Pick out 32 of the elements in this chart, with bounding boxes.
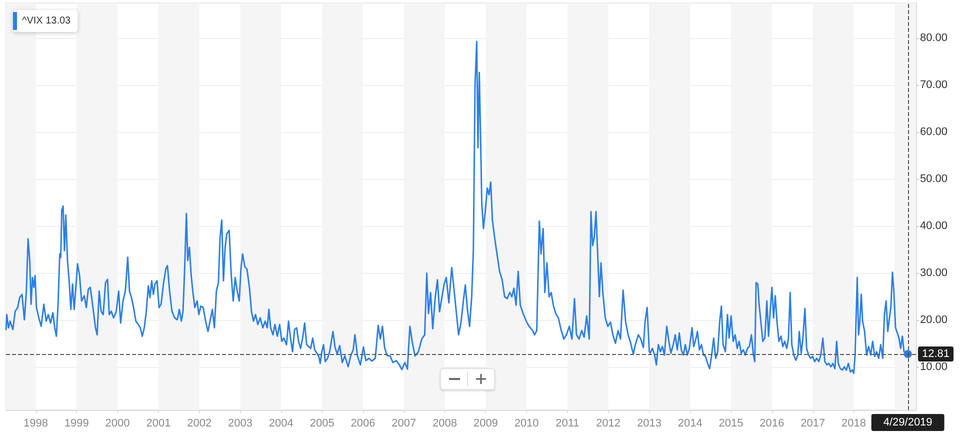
- x-tick-label: 1998: [24, 418, 48, 430]
- x-tick-label: 2008: [432, 418, 457, 430]
- x-tick-label: 2018: [842, 418, 866, 430]
- x-tick-label: 2001: [146, 418, 171, 430]
- y-tick-label: 50.00: [920, 173, 948, 186]
- y-tick-label: 20.00: [920, 314, 948, 326]
- x-tick-label: 2013: [637, 418, 662, 430]
- x-tick-label: 2014: [678, 418, 702, 430]
- y-tick-label: 10.00: [920, 361, 948, 374]
- x-tick-label: 1999: [64, 418, 89, 430]
- x-tick-label: 2005: [310, 418, 334, 430]
- x-tick-label: 2003: [228, 418, 252, 430]
- legend-label: ^VIX 13.03: [22, 16, 72, 26]
- x-tick-label: 2007: [392, 418, 416, 430]
- x-tick-label: 2017: [800, 418, 826, 430]
- x-tick-label: 2010: [514, 418, 539, 430]
- x-tick-label: 2016: [760, 418, 784, 430]
- y-tick-label: 70.00: [920, 79, 948, 92]
- x-tick-label: 2002: [187, 418, 212, 430]
- ref-line-label: 4/29/2019: [883, 416, 932, 428]
- x-tick-label: 2004: [268, 418, 294, 430]
- x-tick-label: 2009: [473, 418, 498, 430]
- ref-line-label: 12.81: [922, 348, 950, 360]
- x-tick-label: 2006: [350, 418, 376, 430]
- y-tick-label: 40.00: [920, 220, 948, 232]
- x-tick-label: 2012: [596, 418, 621, 430]
- x-tick-label: 2011: [556, 418, 580, 430]
- y-tick-label: 80.00: [920, 32, 948, 44]
- x-tick-label: 2015: [718, 418, 744, 430]
- y-tick-label: 60.00: [920, 126, 948, 138]
- y-tick-label: 30.00: [920, 267, 948, 280]
- x-tick-label: 2000: [105, 418, 130, 430]
